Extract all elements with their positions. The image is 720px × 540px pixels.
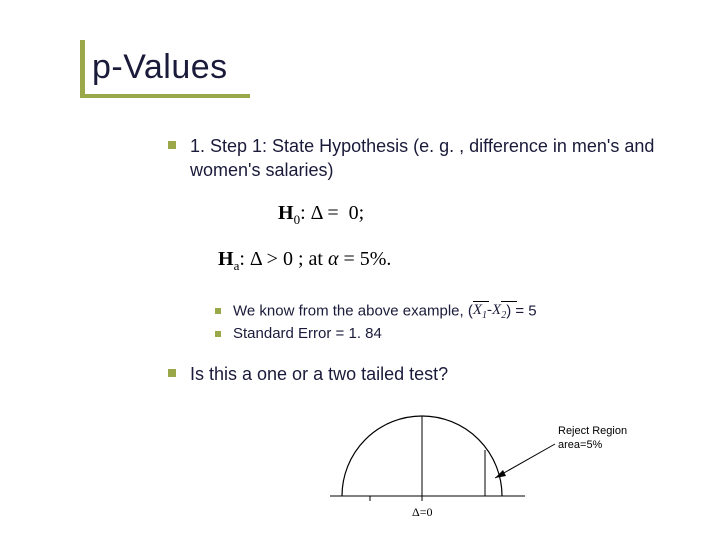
page-title: p-Values <box>92 48 228 87</box>
bullet-square-icon <box>215 308 221 314</box>
reject-label-1: Reject Region <box>558 425 627 437</box>
bullet-step1-text: 1. Step 1: State Hypothesis (e. g. , dif… <box>190 134 658 183</box>
bullet-square-icon <box>168 369 176 377</box>
bullet-question: Is this a one or a two tailed test? <box>168 362 658 386</box>
xbar-expression: X1-X2 <box>473 302 506 321</box>
title-accent-bar <box>80 40 85 98</box>
sub-bullet-stderr: Standard Error = 1. 84 <box>215 325 665 342</box>
bullet-square-icon <box>215 331 221 337</box>
xaxis-label: Δ=0 <box>412 505 432 519</box>
title-underline <box>80 94 250 98</box>
arrow-head <box>495 470 506 478</box>
sub-bullet-example-text: We know from the above example, ( X1-X2 … <box>233 302 665 321</box>
rejection-region-diagram: Reject Region area=5% Δ=0 <box>330 408 640 528</box>
bullet-question-text: Is this a one or a two tailed test? <box>190 362 658 386</box>
sub-bullet-example: We know from the above example, ( X1-X2 … <box>215 302 665 321</box>
reject-label-2: area=5% <box>558 439 603 451</box>
bullet-square-icon <box>168 141 176 149</box>
formula-h0: H0: Δ = 0; <box>278 202 364 228</box>
bullet-step1: 1. Step 1: State Hypothesis (e. g. , dif… <box>168 134 658 183</box>
formula-ha: Ha: Δ > 0 ; at α = 5%. <box>218 248 391 274</box>
sub-bullet-stderr-text: Standard Error = 1. 84 <box>233 325 665 342</box>
